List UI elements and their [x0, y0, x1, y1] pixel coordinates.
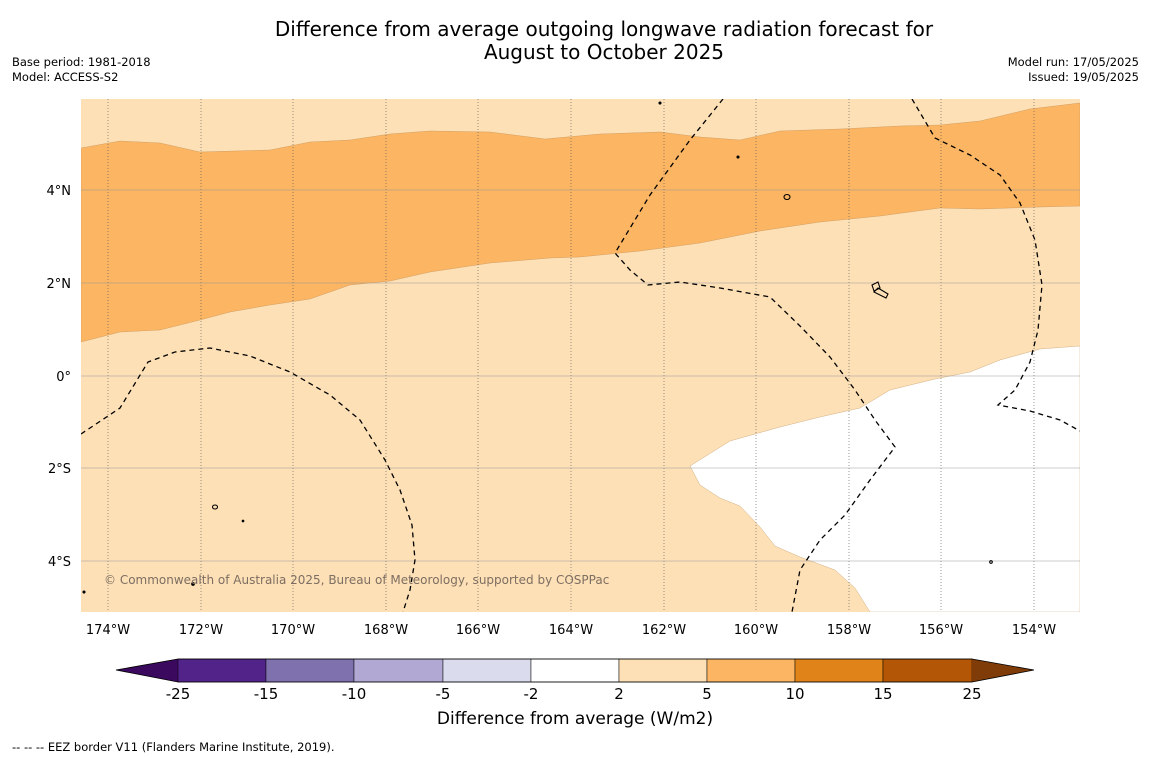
- lon-tick-label: 174°W: [86, 623, 130, 638]
- title-line-2: August to October 2025: [483, 40, 725, 64]
- colorbar-tick-label: 5: [702, 685, 712, 703]
- lon-tick-label: 172°W: [179, 623, 223, 638]
- colorbar-outline: [115, 658, 1035, 683]
- latitude-tick-labels: 4°N 2°N 0° 2°S 4°S: [47, 184, 72, 570]
- colorbar-tick-label: -15: [254, 685, 279, 703]
- colorbar-title: Difference from average (W/m2): [436, 709, 714, 729]
- colorbar-tick-label: 25: [962, 685, 981, 703]
- meta-right: Model run: 17/05/2025 Issued: 19/05/2025: [1008, 55, 1139, 85]
- lat-tick-label: 4°N: [47, 184, 72, 199]
- model-run: Model run: 17/05/2025: [1007, 55, 1139, 69]
- neutral-region: [689, 345, 1080, 612]
- colorbar-segment: [442, 658, 532, 683]
- colorbar-segment: [706, 658, 796, 683]
- anomaly-band-5-10: [81, 102, 1080, 343]
- lat-tick-label: 4°S: [48, 555, 71, 570]
- lon-tick-label: 162°W: [642, 623, 686, 638]
- colorbar-tick-label: -25: [166, 685, 191, 703]
- lon-tick-label: 164°W: [549, 623, 593, 638]
- colorbar-tick-label: -2: [524, 685, 539, 703]
- colorbar-tick-label: -10: [342, 685, 367, 703]
- lon-tick-label: 156°W: [919, 623, 963, 638]
- colorbar: -25 -15 -10 -5 -2 2 5 10 15 25: [115, 658, 1035, 703]
- model-name: Model: ACCESS-S2: [12, 70, 119, 84]
- colorbar-segment: [530, 658, 620, 683]
- lon-tick-label: 158°W: [827, 623, 871, 638]
- lon-tick-label: 168°W: [364, 623, 408, 638]
- colorbar-tick-label: 10: [785, 685, 804, 703]
- map-title: Difference from average outgoing longwav…: [0, 18, 1150, 64]
- copyright-notice: © Commonwealth of Australia 2025, Bureau…: [104, 573, 609, 587]
- colorbar-tick-label: 15: [873, 685, 892, 703]
- colorbar-segment: [618, 658, 708, 683]
- colorbar-segment: [794, 658, 884, 683]
- colorbar-low-extension: [116, 659, 178, 682]
- longitude-tick-labels: 174°W 172°W 170°W 168°W 166°W 164°W 162°…: [86, 623, 1056, 638]
- lat-tick-label: 2°S: [48, 462, 71, 477]
- colorbar-tick-label: -5: [436, 685, 451, 703]
- lat-tick-label: 2°N: [47, 277, 72, 292]
- colorbar-high-extension: [972, 659, 1034, 682]
- base-period: Base period: 1981-2018: [12, 55, 151, 69]
- islands: [82, 101, 993, 594]
- colorbar-tick-labels: -25 -15 -10 -5 -2 2 5 10 15 25: [166, 685, 982, 703]
- title-line-1: Difference from average outgoing longwav…: [274, 17, 934, 41]
- lat-tick-label: 0°: [56, 370, 71, 385]
- meta-left: Base period: 1981-2018 Model: ACCESS-S2: [12, 55, 151, 85]
- map-plot: [81, 99, 1080, 612]
- colorbar-segment: [265, 658, 355, 683]
- lon-tick-label: 170°W: [271, 623, 315, 638]
- lon-tick-label: 166°W: [456, 623, 500, 638]
- lon-tick-label: 160°W: [734, 623, 778, 638]
- eez-legend-note: -- -- -- EEZ border V11 (Flanders Marine…: [12, 740, 335, 754]
- latitude-gridlines: [81, 189, 1080, 562]
- colorbar-segment: [353, 658, 444, 683]
- colorbar-tick-label: 2: [614, 685, 624, 703]
- colorbar-segment: [882, 658, 973, 683]
- lon-tick-label: 154°W: [1012, 623, 1056, 638]
- eez-borders: [81, 99, 1080, 612]
- issued-date: Issued: 19/05/2025: [1028, 70, 1139, 84]
- colorbar-segment: [177, 658, 267, 683]
